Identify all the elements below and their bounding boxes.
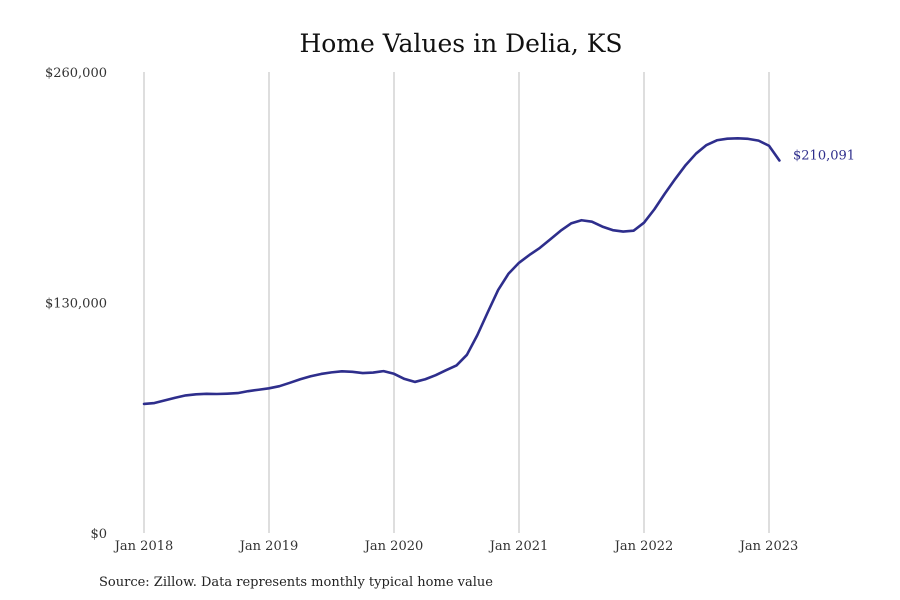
series-layer xyxy=(142,137,781,406)
grid-layer xyxy=(143,72,770,533)
source-note: Source: Zillow. Data represents monthly … xyxy=(99,575,493,590)
y-tick-label: $130,000 xyxy=(45,297,107,312)
x-axis-ticks: Jan 2018 Jan 2019 Jan 2020 Jan 2021 Jan 2022… xyxy=(113,539,799,554)
x-tick-label: Jan 2022 xyxy=(613,539,674,554)
series-line xyxy=(142,137,781,406)
x-tick-label: Jan 2021 xyxy=(488,539,549,554)
y-axis-ticks: $0 $130,000 $260,000 xyxy=(45,66,107,542)
x-tick-label: Jan 2018 xyxy=(113,539,174,554)
x-tick-label: Jan 2019 xyxy=(238,539,299,554)
x-tick-label: Jan 2023 xyxy=(738,539,799,554)
y-tick-label: $0 xyxy=(90,527,107,542)
y-tick-label: $260,000 xyxy=(45,66,107,81)
x-tick-label: Jan 2020 xyxy=(363,539,424,554)
chart-title: Home Values in Delia, KS xyxy=(299,29,622,58)
end-value-label: $210,091 xyxy=(793,149,855,164)
